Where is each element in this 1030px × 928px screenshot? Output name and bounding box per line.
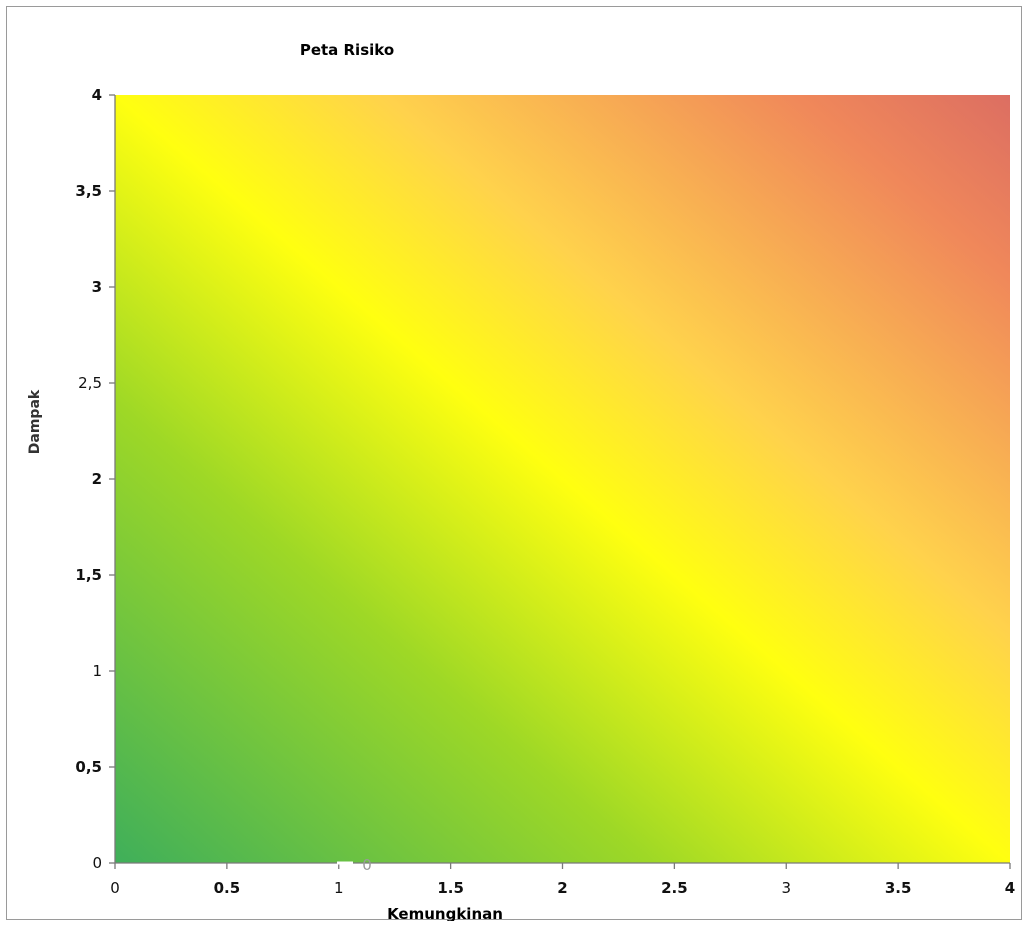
chart-title: Peta Risiko bbox=[300, 41, 394, 59]
chart-frame: 0 0.5 1 1.5 2 2.5 3 3.5 4 0 0,5 1 1,5 2 2,5 3 3,5 4 Peta… bbox=[6, 6, 1022, 921]
x-tick-label-2: 1 bbox=[334, 879, 344, 897]
y-tick-label-8: 4 bbox=[92, 86, 102, 104]
x-tick-label-5: 2.5 bbox=[661, 879, 688, 897]
y-tick-label-5: 2,5 bbox=[78, 374, 102, 392]
y-tick-label-4: 2 bbox=[92, 470, 102, 488]
y-tick-label-0: 0 bbox=[92, 854, 102, 872]
x-tick-label-7: 3.5 bbox=[885, 879, 912, 897]
risk-map-chart: 0 0.5 1 1.5 2 2.5 3 3.5 4 0 0,5 1 1,5 2 2,5 3 3,5 4 Peta… bbox=[27, 41, 1015, 921]
x-axis-label: Kemungkinan bbox=[387, 905, 503, 921]
x-tick-label-1: 0.5 bbox=[214, 879, 241, 897]
y-ticks: 0 0,5 1 1,5 2 2,5 3 3,5 4 bbox=[75, 86, 115, 872]
y-tick-label-1: 0,5 bbox=[75, 758, 102, 776]
y-tick-label-7: 3,5 bbox=[75, 182, 102, 200]
annotation-marker: 0 bbox=[337, 856, 372, 874]
x-tick-label-6: 3 bbox=[781, 879, 791, 897]
x-tick-label-3: 1.5 bbox=[437, 879, 464, 897]
heatmap-area bbox=[115, 95, 1010, 863]
x-tick-label-8: 4 bbox=[1005, 879, 1015, 897]
y-tick-label-2: 1 bbox=[92, 662, 102, 680]
x-tick-label-0: 0 bbox=[110, 879, 120, 897]
y-tick-label-6: 3 bbox=[92, 278, 102, 296]
x-tick-label-4: 2 bbox=[557, 879, 567, 897]
y-tick-label-3: 1,5 bbox=[75, 566, 102, 584]
x-ticks: 0 0.5 1 1.5 2 2.5 3 3.5 4 bbox=[110, 863, 1015, 897]
y-axis-label: Dampak bbox=[27, 389, 43, 454]
annotation-label: 0 bbox=[362, 856, 372, 874]
